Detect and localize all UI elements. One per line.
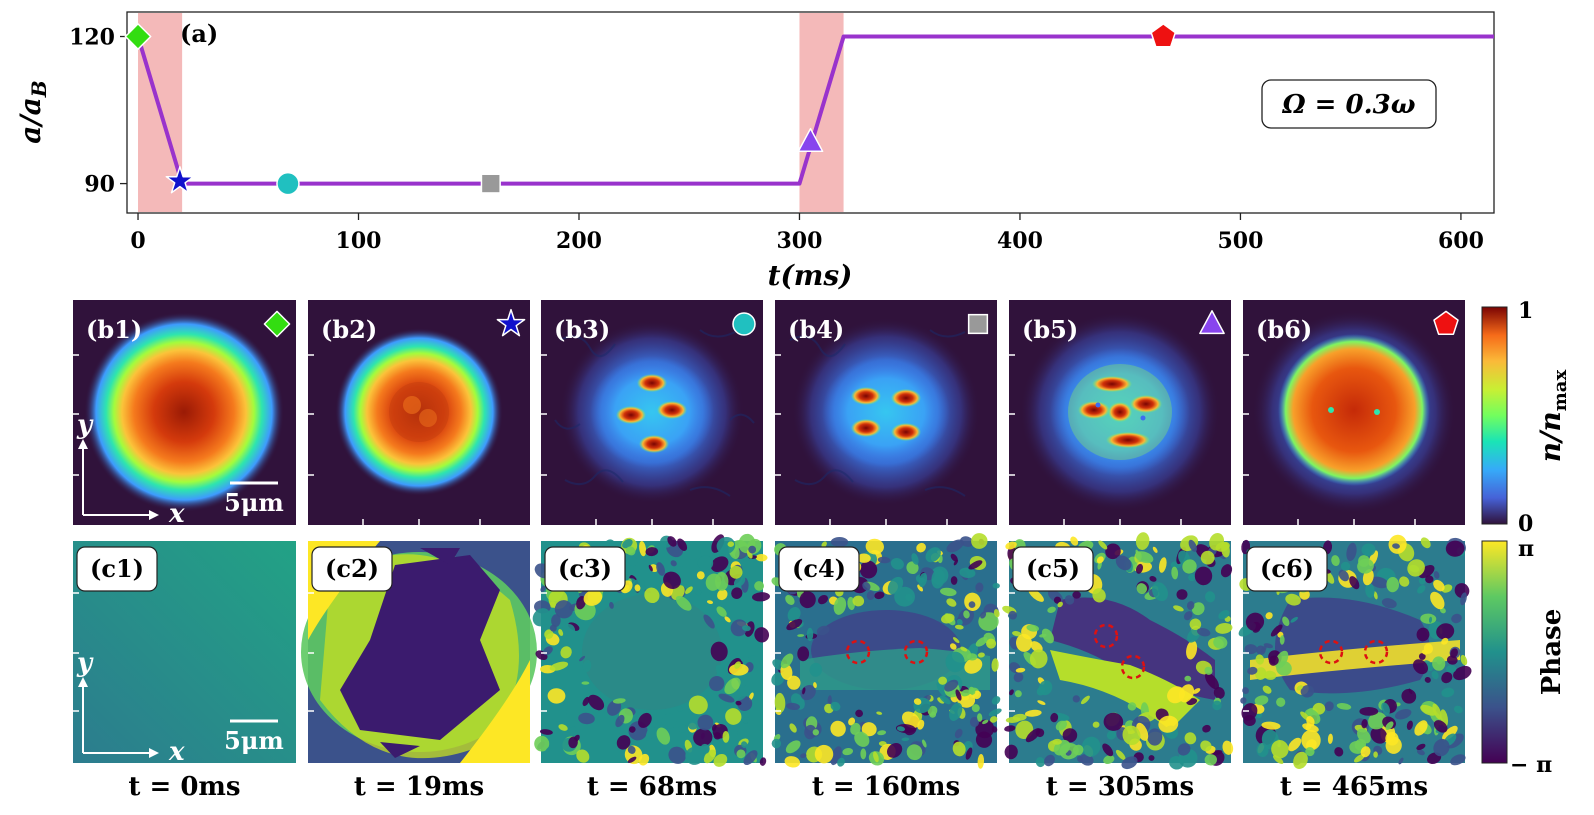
axis-ticks: 0 100 200 300 400 500 600 90 120 xyxy=(69,25,1484,254)
square-marker xyxy=(480,173,501,194)
phase-panel-c6 xyxy=(1238,534,1472,770)
time-label-2: t = 19ms xyxy=(354,772,484,802)
annotation-box xyxy=(1261,79,1437,129)
omega-annotation: Ω = 0.3ω xyxy=(1281,90,1415,120)
diamond-panel-marker xyxy=(263,310,291,338)
density-panel-b1 xyxy=(73,300,296,525)
density-panel-b3 xyxy=(541,300,763,525)
density-colorbar-tick-max: 1 xyxy=(1518,298,1533,324)
phase-colorbar: π − π Phase xyxy=(1481,536,1567,778)
density-colorbar-label: n/nmax xyxy=(1534,370,1571,463)
time-label-6: t = 465ms xyxy=(1280,772,1428,802)
density-panel-b5 xyxy=(1009,300,1231,525)
density-colorbar-label-main: n/n xyxy=(1534,411,1567,462)
panel-label-b4: (b4) xyxy=(788,315,844,344)
vortex-circle-c4-2 xyxy=(903,639,929,665)
time-markers xyxy=(124,23,1177,196)
axis-arrow-y-label: y xyxy=(76,648,94,678)
y-axis-label: a/aB xyxy=(14,80,51,143)
x-axis-label: t(ms) xyxy=(768,259,853,292)
panel-label-c4: (c4) xyxy=(792,554,846,583)
density-row: (b1) (b2) (b3) (b4) (b5) (b6) x y 5μm xyxy=(73,300,1465,529)
density-panel-b6 xyxy=(1243,300,1465,525)
density-colorbar: 1 0 n/nmax xyxy=(1481,298,1571,537)
series-polyline xyxy=(136,34,1494,186)
panel-label-box xyxy=(76,546,158,592)
axes-arrows: x y 5μm xyxy=(76,410,284,529)
x-tick-label: 600 xyxy=(1438,228,1484,254)
triangle-panel-marker xyxy=(1199,310,1225,335)
axes-arrows: x y 5μm xyxy=(76,648,284,767)
panel-label-b2: (b2) xyxy=(321,315,377,344)
panel-label-box xyxy=(1246,546,1328,592)
density-panel-b4 xyxy=(775,300,997,525)
y-tick-label: 90 xyxy=(84,172,115,198)
star-marker xyxy=(165,166,195,194)
axis-arrow-y-label: y xyxy=(76,410,94,440)
density-colorbar-tick-min: 0 xyxy=(1518,511,1533,537)
vortex-circle-c4-1 xyxy=(845,639,871,665)
scale-bar-label: 5μm xyxy=(224,726,284,755)
panel-label-box xyxy=(1012,546,1094,592)
time-label-3: t = 68ms xyxy=(587,772,717,802)
axis-arrow-x-label: x xyxy=(168,737,185,767)
density-panel-b2 xyxy=(308,300,530,525)
panel-label-c1: (c1) xyxy=(90,554,144,583)
vortex-circle-c6-2 xyxy=(1363,639,1389,665)
time-label-4: t = 160ms xyxy=(812,772,960,802)
panel-label-c3: (c3) xyxy=(558,554,612,583)
phase-colorbar-tick-max: π xyxy=(1518,536,1534,562)
vortex-circle-c5-2 xyxy=(1120,654,1146,680)
phase-colorbar-tick-min: − π xyxy=(1510,752,1552,778)
square-panel-marker xyxy=(967,313,989,335)
y-tick-label: 120 xyxy=(69,25,115,51)
pentagon-marker xyxy=(1150,23,1177,48)
panel-label-c6: (c6) xyxy=(1260,554,1314,583)
panel-label-c2: (c2) xyxy=(325,554,379,583)
x-tick-label: 0 xyxy=(130,228,145,254)
pentagon-panel-marker xyxy=(1433,310,1459,335)
panel-label-c5: (c5) xyxy=(1026,554,1080,583)
panel-label-b6: (b6) xyxy=(1256,315,1312,344)
panel-label-box xyxy=(778,546,860,592)
panel-label-b5: (b5) xyxy=(1022,315,1078,344)
phase-panel-c5 xyxy=(1002,532,1234,770)
time-label-5: t = 305ms xyxy=(1046,772,1194,802)
scale-bar-label: 5μm xyxy=(224,488,284,517)
series-line xyxy=(136,34,1494,186)
diamond-marker xyxy=(124,23,152,50)
x-tick-label: 500 xyxy=(1217,228,1263,254)
vortex-circle-c6-1 xyxy=(1318,639,1344,665)
axis-arrow-x-label: x xyxy=(168,499,185,529)
panel-label-box xyxy=(311,546,393,592)
phase-panel-c3 xyxy=(532,533,770,767)
panel-label-b1: (b1) xyxy=(86,315,142,344)
density-panel-annotations: (b1) (b2) (b3) (b4) (b5) (b6) x y 5μm xyxy=(73,308,1459,529)
panel-label-b3: (b3) xyxy=(554,315,610,344)
circle-panel-marker xyxy=(732,312,756,336)
circle-marker xyxy=(276,171,300,196)
plot-frame xyxy=(126,11,1495,214)
x-tick-label: 200 xyxy=(556,228,602,254)
phase-panel-annotations: (c1) (c2) (c3) (c4) (c5) (c6) x y 5μm xyxy=(73,546,1389,767)
y-axis-label-sub: B xyxy=(27,80,51,98)
x-tick-label: 300 xyxy=(777,228,823,254)
phase-row: (c1) (c2) (c3) (c4) (c5) (c6) x y 5μm xyxy=(73,532,1472,770)
x-tick-label: 400 xyxy=(997,228,1043,254)
star-panel-marker xyxy=(496,308,526,337)
time-labels: t = 0ms t = 19ms t = 68ms t = 160ms t = 305m… xyxy=(128,772,1428,802)
triangle-marker xyxy=(797,127,824,153)
density-colorbar-label-sub: max xyxy=(1550,370,1571,412)
panel-label-box xyxy=(544,546,626,592)
vortex-circle-c5-1 xyxy=(1093,623,1119,649)
x-tick-label: 100 xyxy=(336,228,382,254)
time-label-1: t = 0ms xyxy=(128,772,240,802)
phase-colorbar-label: Phase xyxy=(1537,609,1567,695)
panel-label-a: (a) xyxy=(180,19,218,48)
y-axis-label-main: a/a xyxy=(14,97,47,144)
